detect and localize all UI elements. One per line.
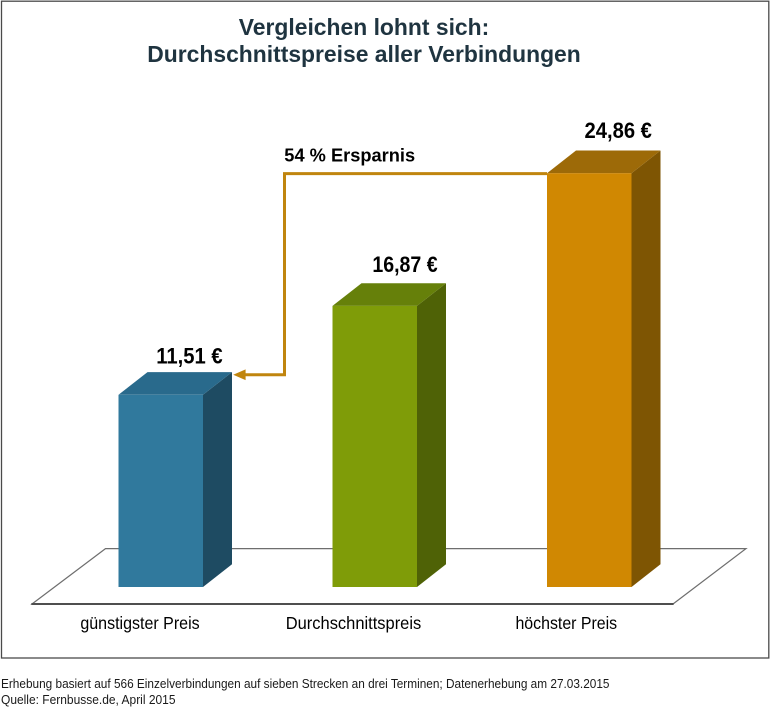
svg-text:Vergleichen lohnt sich:: Vergleichen lohnt sich: [239,14,490,40]
svg-text:Quelle: Fernbusse.de, April 20: Quelle: Fernbusse.de, April 2015 [1,692,176,707]
svg-text:Durchschnittspreise aller Verb: Durchschnittspreise aller Verbindungen [147,41,581,67]
svg-text:höchster Preis: höchster Preis [515,613,617,633]
svg-text:11,51 €: 11,51 € [156,343,222,368]
svg-text:24,86 €: 24,86 € [585,118,652,143]
svg-text:16,87 €: 16,87 € [372,252,437,277]
svg-text:Erhebung basiert auf 566 Einze: Erhebung basiert auf 566 Einzelverbindun… [1,676,610,691]
svg-text:54 % Ersparnis: 54 % Ersparnis [284,145,415,165]
svg-text:günstigster Preis: günstigster Preis [80,613,200,633]
svg-text:Durchschnittspreis: Durchschnittspreis [286,613,422,633]
